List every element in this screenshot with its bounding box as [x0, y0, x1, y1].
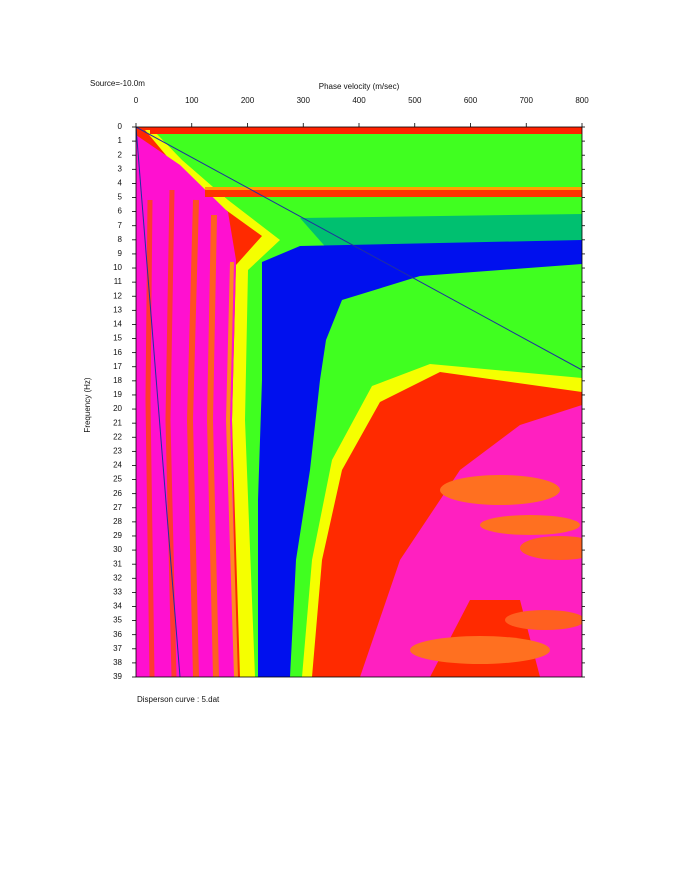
- y-tick-label: 9: [118, 249, 123, 258]
- y-tick-label: 0: [118, 122, 123, 131]
- y-tick-label: 15: [113, 334, 122, 343]
- dispersion-image: [136, 127, 582, 677]
- y-tick-label: 14: [113, 320, 122, 329]
- y-tick-label: 13: [113, 305, 122, 314]
- x-axis-label: Phase velocity (m/sec): [319, 82, 400, 91]
- y-tick-label: 12: [113, 291, 122, 300]
- y-tick-label: 17: [113, 362, 122, 371]
- x-tick-label: 400: [352, 96, 366, 105]
- y-tick-label: 35: [113, 616, 122, 625]
- y-tick-label: 1: [118, 136, 123, 145]
- y-tick-label: 8: [118, 235, 123, 244]
- y-tick-label: 16: [113, 348, 122, 357]
- y-tick-label: 22: [113, 432, 122, 441]
- y-tick-label: 37: [113, 644, 122, 653]
- y-tick-label: 31: [113, 559, 122, 568]
- y-tick-label: 32: [113, 573, 122, 582]
- y-tick-label: 21: [113, 418, 122, 427]
- y-tick-label: 24: [113, 461, 122, 470]
- y-tick-label: 4: [118, 179, 123, 188]
- y-axis-label: Frequency (Hz): [83, 377, 92, 432]
- y-tick-label: 39: [113, 672, 122, 681]
- x-tick-label: 800: [575, 96, 589, 105]
- y-tick-label: 34: [113, 602, 122, 611]
- y-tick-label: 19: [113, 390, 122, 399]
- y-tick-label: 26: [113, 489, 122, 498]
- y-tick-label: 25: [113, 475, 122, 484]
- footnote: Disperson curve : 5.dat: [137, 695, 220, 704]
- y-tick-label: 11: [114, 277, 123, 286]
- chart-title: Source=-10.0m: [90, 79, 145, 88]
- y-tick-label: 27: [113, 503, 122, 512]
- y-tick-label: 28: [113, 517, 122, 526]
- y-tick-label: 30: [113, 545, 122, 554]
- y-tick-label: 23: [113, 446, 122, 455]
- y-tick-label: 38: [113, 658, 122, 667]
- y-tick-label: 36: [113, 630, 122, 639]
- y-tick-label: 20: [113, 404, 122, 413]
- x-tick-label: 600: [464, 96, 478, 105]
- y-tick-label: 7: [118, 221, 123, 230]
- y-tick-label: 3: [118, 164, 123, 173]
- y-tick-label: 10: [113, 263, 122, 272]
- y-tick-label: 2: [118, 150, 123, 159]
- x-tick-label: 200: [241, 96, 255, 105]
- y-tick-label: 6: [118, 207, 123, 216]
- y-tick-label: 5: [118, 193, 123, 202]
- y-tick-label: 29: [113, 531, 122, 540]
- x-tick-label: 700: [520, 96, 534, 105]
- x-tick-label: 0: [134, 96, 139, 105]
- x-tick-label: 500: [408, 96, 422, 105]
- x-tick-label: 300: [297, 96, 311, 105]
- x-tick-label: 100: [185, 96, 199, 105]
- y-tick-label: 33: [113, 587, 122, 596]
- y-tick-label: 18: [113, 376, 122, 385]
